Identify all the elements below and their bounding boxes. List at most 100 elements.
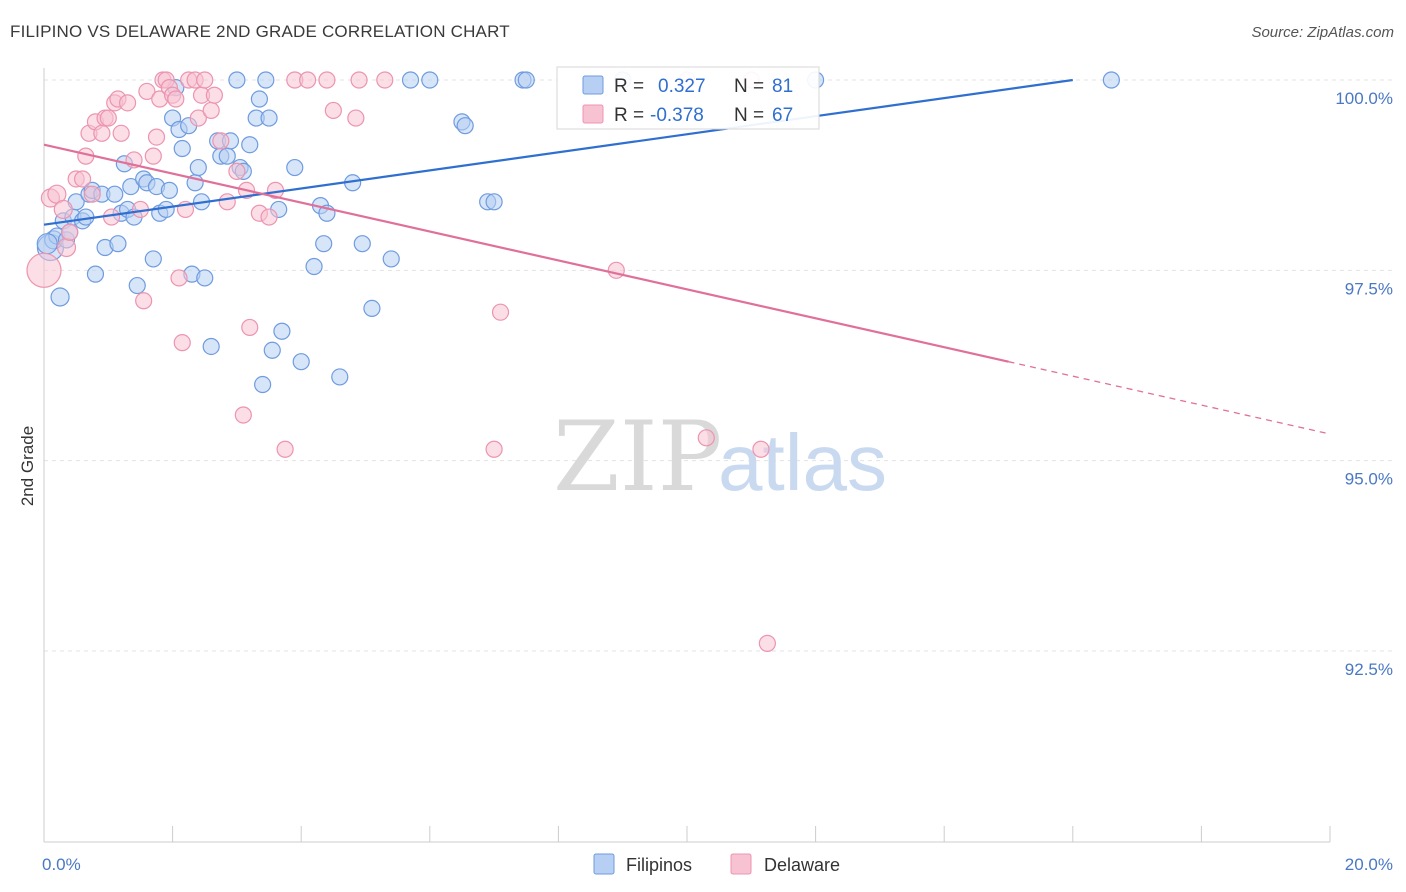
watermark: ZIP atlas [553,401,887,513]
delaware-point [218,193,236,211]
stats-box: R = 0.327 N = 81 R = -0.378 N = 67 [556,66,820,130]
delaware-r-value: -0.378 [650,105,704,126]
filipinos-point [263,341,281,359]
delaware-point [276,440,294,458]
delaware-point [228,162,246,180]
delaware-point [56,237,77,258]
delaware-point [112,124,130,142]
delaware-point [347,109,365,127]
delaware-point [83,185,101,203]
filipinos-point [250,90,269,108]
filipinos-r-label: R = [614,76,644,97]
filipinos-legend-label[interactable]: Filipinos [626,855,692,875]
delaware-point [118,94,137,112]
filipinos-point [189,158,207,177]
delaware-point [173,334,191,352]
y-tick-label: 97.5% [1345,279,1393,298]
delaware-point [135,292,153,310]
delaware-n-value: 67 [772,105,793,126]
filipinos-stats-swatch [582,75,604,95]
filipinos-point [173,139,191,158]
filipinos-point [353,235,371,253]
delaware-point [202,101,220,120]
axes: 100.0% 97.5% 95.0% 92.5% 0.0% 20.0% [42,68,1393,874]
filipinos-point [202,337,220,356]
delaware-point [205,86,223,104]
delaware-point [26,252,62,288]
delaware-point [61,223,79,241]
delaware-point [196,71,214,89]
delaware-trend-extension [1008,361,1331,435]
filipinos-point [106,185,124,203]
delaware-legend-label[interactable]: Delaware [764,855,840,875]
delaware-point [170,269,188,287]
y-tick-label: 100.0% [1335,89,1393,108]
filipinos-point [109,235,127,253]
x-tick-label-min: 0.0% [42,855,81,874]
delaware-legend-swatch[interactable] [730,853,752,875]
y-tick-label: 92.5% [1345,660,1393,679]
delaware-point [607,261,625,279]
filipinos-r-value: 0.327 [658,76,706,97]
delaware-point [350,71,368,89]
filipinos-point [382,250,400,268]
delaware-point [212,132,230,150]
delaware-point [93,124,111,142]
filipinos-point [1102,71,1120,89]
filipinos-trend-line [43,78,1073,226]
source-label[interactable]: Source: ZipAtlas.com [1251,24,1394,41]
filipinos-point [50,287,70,307]
filipinos-n-label: N = [734,76,764,97]
filipinos-point [160,181,178,199]
delaware-r-label: R = [614,105,644,126]
filipinos-point [144,250,162,268]
filipinos-point [485,193,503,211]
delaware-point [241,318,259,337]
x-tick-label-max: 20.0% [1345,855,1393,874]
filipinos-point [292,353,310,371]
filipinos-point [421,71,439,89]
delaware-point [697,429,715,447]
delaware-point [260,208,278,226]
filipinos-point [517,71,535,89]
delaware-point [758,634,776,652]
delaware-point [318,71,336,89]
watermark-zip: ZIP [553,401,722,513]
filipinos-legend-swatch[interactable] [593,853,615,875]
filipinos-point [456,117,474,135]
filipinos-point [254,375,272,394]
delaware-point [324,101,342,120]
filipinos-point [286,158,304,177]
delaware-point [73,170,92,188]
legend: Filipinos Delaware [593,853,840,875]
filipinos-point [196,269,214,287]
filipinos-point [228,71,246,89]
filipinos-point [273,322,291,340]
delaware-n-label: N = [734,105,764,126]
y-tick-label: 95.0% [1345,470,1393,489]
filipinos-point [122,177,140,196]
filipinos-point [86,265,105,283]
trend-lines [43,78,1331,435]
delaware-point [491,303,510,321]
delaware-stats-swatch [582,104,604,124]
delaware-point [485,440,503,458]
filipinos-point [241,136,259,154]
filipinos-point [260,109,278,127]
delaware-point [99,109,117,127]
delaware-point [376,71,394,89]
delaware-point [299,71,317,89]
filipinos-point [157,200,175,219]
delaware-point [234,406,252,424]
delaware-point [53,199,73,220]
chart-title: FILIPINO VS DELAWARE 2ND GRADE CORRELATI… [10,22,510,41]
delaware-point [752,440,770,458]
filipinos-point [401,71,420,89]
delaware-point [138,82,156,101]
data-points [26,71,1120,652]
filipinos-point [257,71,275,89]
filipinos-point [315,235,333,253]
filipinos-point [128,276,146,295]
filipinos-point [305,257,323,276]
